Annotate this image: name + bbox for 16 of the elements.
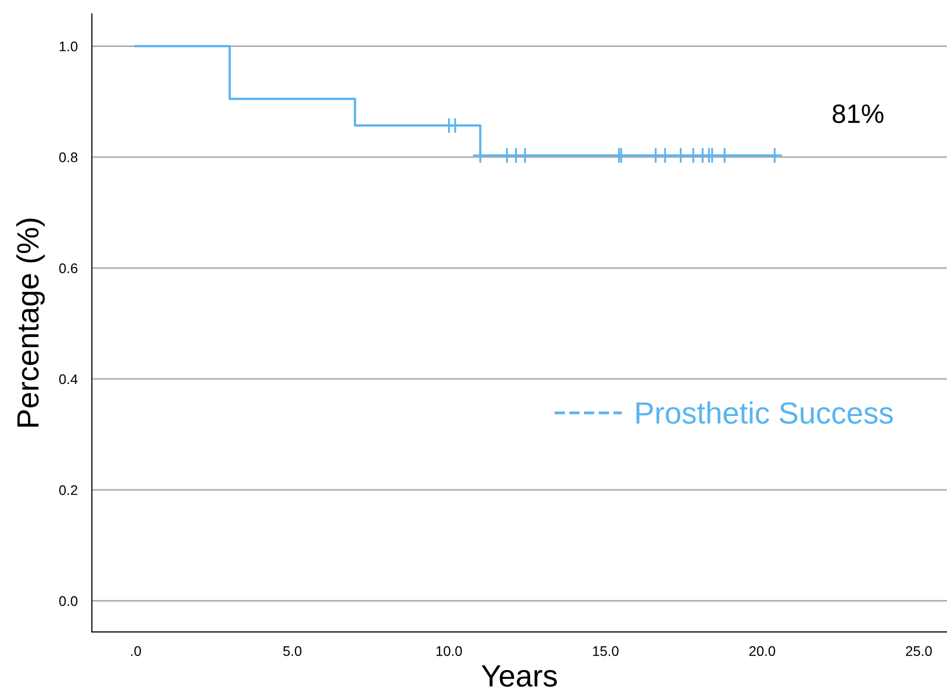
x-tick-label: 20.0: [749, 646, 776, 656]
x-tick-label: .0: [131, 646, 141, 656]
legend-label: Prosthetic Success: [636, 401, 893, 424]
y-tick-label: 0.8: [59, 152, 78, 162]
x-tick-label: 25.0: [906, 646, 932, 656]
y-tick-label: 0.2: [59, 485, 78, 496]
y-axis-title: Percentage (%): [16, 218, 45, 427]
x-tick-label: 15.0: [593, 646, 619, 656]
y-tick-label: 0.6: [59, 263, 78, 274]
y-tick-label: 0.0: [59, 596, 78, 606]
y-tick-label: 1.0: [60, 41, 78, 52]
x-tick-label: 5.0: [283, 646, 302, 656]
y-tick-label: 0.4: [59, 374, 78, 384]
annotation: 81%: [832, 104, 884, 124]
x-tick-label: 10.0: [436, 646, 462, 656]
x-axis-title: Years: [482, 665, 557, 687]
